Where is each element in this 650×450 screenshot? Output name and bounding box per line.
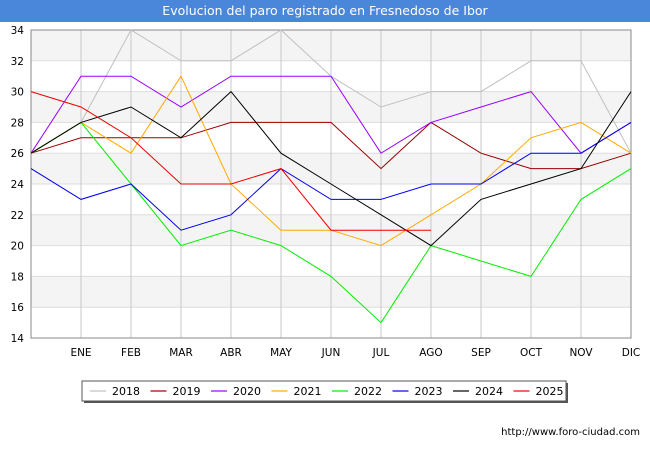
y-tick-label: 28: [11, 117, 24, 129]
y-tick-label: 18: [11, 271, 24, 283]
x-tick-label: FEB: [121, 347, 141, 359]
x-tick-label: ABR: [220, 347, 242, 359]
legend: 2018 2019 2020 2021 2022 2023 2024 2025: [81, 380, 568, 403]
series-line-2024: [30, 90, 632, 247]
chart-title: Evolucion del paro registrado en Fresned…: [0, 0, 650, 22]
x-tick-label: JUL: [372, 347, 390, 359]
x-tick-label: OCT: [520, 347, 543, 359]
y-tick-label: 16: [11, 302, 25, 314]
series-lines: [30, 29, 632, 324]
legend-label-2019: 2019: [173, 385, 201, 398]
x-axis: ENE FEB MAR ABR MAY JUN JUL AGO SEP OCT NOV DIC: [70, 347, 640, 359]
x-tick-label: JUN: [321, 347, 341, 359]
series-line-2025: [30, 91, 431, 231]
y-tick-label: 34: [11, 25, 25, 37]
y-tick-label: 14: [11, 333, 25, 345]
y-tick-label: 32: [11, 56, 24, 68]
plot-frame: [30, 29, 632, 339]
source-credit: http://www.foro-ciudad.com: [501, 427, 640, 438]
x-tick-label: MAY: [270, 347, 292, 359]
y-tick-label: 26: [11, 148, 25, 160]
series-line-2020: [30, 75, 632, 154]
legend-label-2020: 2020: [233, 385, 261, 398]
legend-label-2024: 2024: [475, 385, 503, 398]
y-tick-label: 30: [11, 87, 24, 99]
y-tick-label: 20: [11, 241, 24, 253]
y-tick-label: 22: [11, 210, 24, 222]
x-tick-label: ENE: [70, 347, 91, 359]
legend-label-2022: 2022: [354, 385, 382, 398]
legend-box: [81, 380, 567, 402]
x-tick-label: DIC: [622, 347, 641, 359]
legend-label-2018: 2018: [112, 385, 140, 398]
legend-label-2025: 2025: [536, 385, 564, 398]
y-tick-label: 24: [11, 179, 25, 191]
legend-label-2021: 2021: [294, 385, 322, 398]
x-tick-label: NOV: [569, 347, 593, 359]
y-axis: 14 16 18 20 22 24 26 28 30 32 34: [11, 25, 25, 345]
series-line-2023: [30, 121, 632, 231]
x-tick-label: SEP: [471, 347, 491, 359]
x-tick-label: MAR: [169, 347, 193, 359]
legend-label-2023: 2023: [415, 385, 443, 398]
x-tick-label: AGO: [419, 347, 442, 359]
